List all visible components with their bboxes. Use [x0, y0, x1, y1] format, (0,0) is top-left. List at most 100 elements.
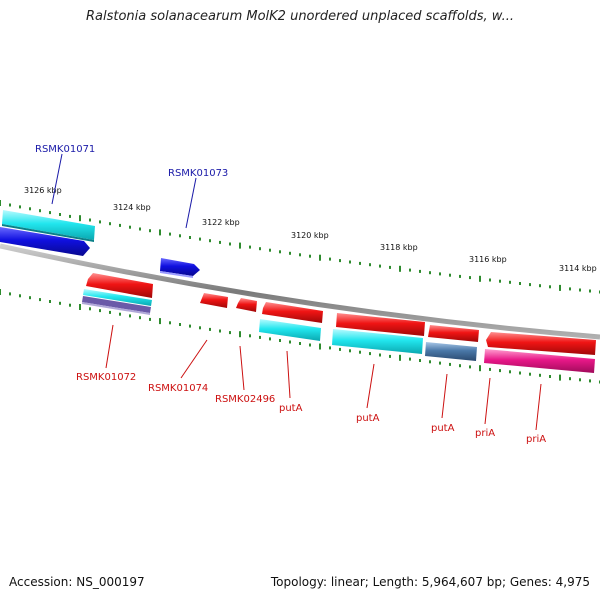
minor-tick [369, 352, 371, 356]
gene-label-rsmk01074[interactable]: RSMK01074 [148, 383, 208, 394]
scale-label: 3122 kbp [202, 218, 240, 227]
minor-tick [579, 378, 581, 382]
minor-tick [189, 324, 191, 328]
minor-tick [449, 273, 451, 277]
gene-rsmk02496[interactable] [236, 298, 257, 312]
gene-label-rsmk01071[interactable]: RSMK01071 [35, 144, 95, 155]
scale-label: 3120 kbp [291, 231, 329, 240]
minor-tick [359, 350, 361, 354]
genome-info-label: Topology: linear; Length: 5,964,607 bp; … [270, 575, 590, 589]
minor-tick [29, 207, 31, 211]
map-title: Ralstonia solanacearum MolK2 unordered u… [85, 9, 514, 24]
minor-tick [429, 271, 431, 275]
major-tick [559, 374, 561, 381]
gene-label-pria[interactable]: priA [526, 434, 546, 445]
gene-puta-3[interactable] [425, 325, 479, 361]
minor-tick [189, 236, 191, 239]
minor-tick [149, 229, 151, 233]
minor-tick [489, 278, 491, 282]
chromosome-backbone [0, 243, 600, 340]
major-tick [239, 331, 241, 338]
leader-line [286, 350, 291, 399]
minor-tick [429, 360, 431, 364]
gene-rsmk01071-bar[interactable] [0, 227, 90, 256]
scale-label: 3126 kbp [24, 186, 62, 195]
minor-tick [199, 326, 201, 330]
minor-tick [539, 373, 541, 377]
minor-tick [309, 343, 311, 347]
minor-tick [489, 367, 491, 371]
minor-tick [129, 314, 131, 318]
major-tick [0, 200, 1, 206]
minor-tick [409, 357, 411, 361]
minor-tick [99, 309, 101, 313]
gene-rsmk01072[interactable] [82, 273, 153, 315]
minor-tick [509, 370, 511, 374]
major-tick [239, 242, 241, 249]
minor-tick [69, 214, 71, 218]
minor-tick [39, 298, 41, 302]
minor-tick [589, 289, 591, 293]
major-tick [159, 318, 161, 325]
minor-tick [289, 340, 291, 344]
minor-tick [49, 300, 51, 303]
minor-tick [339, 347, 341, 351]
gene-label-puta[interactable]: putA [356, 413, 380, 424]
minor-tick [169, 321, 171, 325]
minor-tick [329, 346, 331, 350]
minor-tick [249, 245, 251, 249]
major-tick [159, 229, 161, 236]
scale-label: 3124 kbp [113, 203, 151, 212]
minor-tick [379, 264, 381, 268]
gene-rsmk01074[interactable] [200, 293, 228, 308]
minor-tick [519, 371, 521, 375]
gene-label-pria[interactable]: priA [475, 428, 495, 439]
major-tick [0, 289, 1, 295]
gene-label-puta[interactable]: putA [431, 423, 455, 434]
leader-line [185, 177, 197, 229]
minor-tick [569, 287, 571, 291]
gene-puta-1[interactable] [259, 302, 323, 341]
leader-line [535, 383, 542, 431]
minor-tick [199, 237, 201, 241]
major-tick [319, 254, 321, 261]
minor-tick [249, 334, 251, 338]
minor-tick [49, 211, 51, 215]
major-tick [479, 365, 481, 372]
scale-label: 3114 kbp [559, 264, 597, 273]
minor-tick [459, 274, 461, 278]
gene-label-rsmk01073[interactable]: RSMK01073 [168, 168, 228, 179]
minor-tick [549, 375, 551, 378]
minor-tick [419, 359, 421, 362]
minor-tick [69, 303, 71, 307]
minor-tick [339, 259, 341, 263]
minor-tick [89, 307, 91, 311]
gene-pria-1[interactable] [484, 332, 596, 373]
gene-label-rsmk02496[interactable]: RSMK02496 [215, 394, 275, 405]
major-tick [319, 343, 321, 350]
leader-line [105, 324, 114, 369]
major-tick [479, 275, 481, 282]
leader-line [239, 345, 245, 391]
major-tick [399, 354, 401, 361]
minor-tick [29, 296, 31, 300]
accession-label: Accession: NS_000197 [9, 575, 145, 589]
minor-tick [589, 379, 591, 383]
minor-tick [299, 253, 301, 257]
minor-tick [169, 232, 171, 236]
leader-line [484, 377, 491, 425]
minor-tick [439, 361, 441, 365]
minor-tick [139, 316, 141, 320]
leader-line [180, 339, 208, 379]
minor-tick [109, 222, 111, 226]
scale-label: 3118 kbp [380, 243, 418, 252]
minor-tick [469, 276, 471, 280]
gene-label-rsmk01072[interactable]: RSMK01072 [76, 372, 136, 383]
gene-puta-2[interactable] [332, 313, 425, 354]
gene-rsmk01071[interactable] [2, 210, 95, 242]
minor-tick [19, 205, 21, 209]
minor-tick [279, 250, 281, 254]
gene-label-puta[interactable]: putA [279, 403, 303, 414]
gene-rsmk01073[interactable] [160, 258, 200, 278]
major-tick [79, 304, 81, 310]
